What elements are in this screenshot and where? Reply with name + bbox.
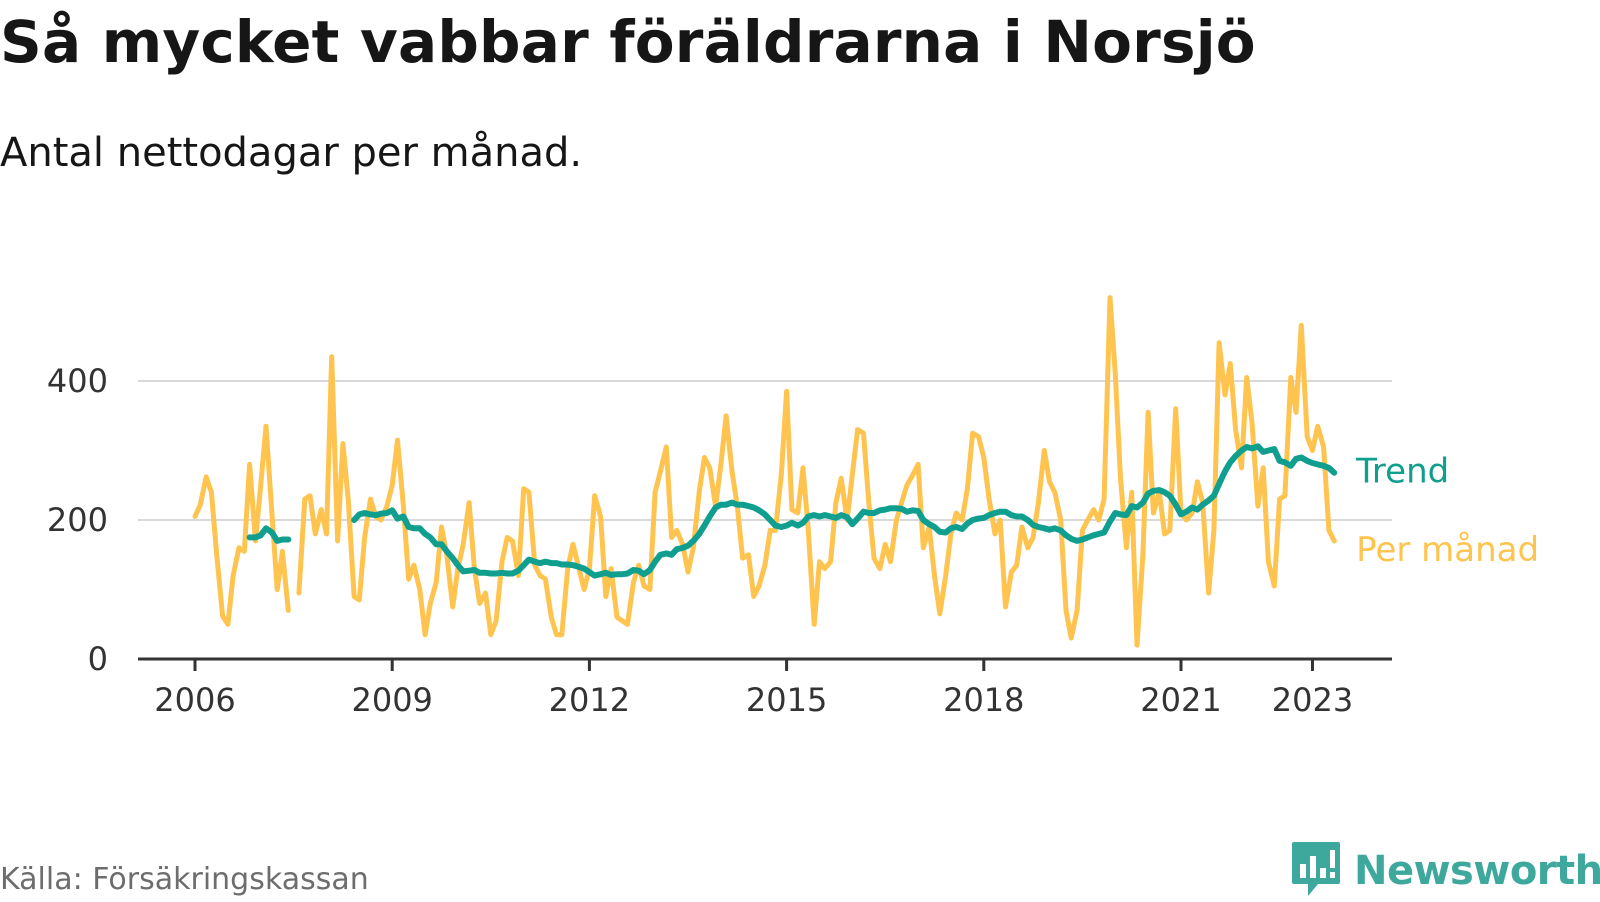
series-line-trend: [246, 443, 1338, 579]
newsworthy-logo-icon: [1290, 840, 1342, 902]
chart-title: Så mycket vabbar föräldrarna i Norsjö: [0, 8, 1256, 76]
x-tick-label: 2009: [351, 681, 432, 719]
brand-logo[interactable]: Newsworthy: [1290, 840, 1600, 902]
series-labels: Per månad Trend: [1355, 452, 1539, 570]
chart-subtitle: Antal nettodagar per månad.: [0, 130, 583, 176]
series-label-trend: Trend: [1355, 452, 1449, 492]
brand-name: Newsworthy: [1354, 848, 1600, 894]
x-axis: 2006 2009 2012 2015 2018 2021 2023: [138, 657, 1392, 719]
y-tick-label: 200: [47, 501, 108, 539]
source-note: Källa: Försäkringskassan: [0, 862, 369, 897]
series-lines: [192, 295, 1338, 648]
x-tick-label: 2023: [1272, 681, 1353, 719]
x-tick-label: 2012: [549, 681, 630, 719]
y-tick-label: 0: [88, 640, 108, 678]
x-tick-label: 2006: [154, 681, 235, 719]
y-tick-label: 400: [47, 362, 108, 400]
x-tick-label: 2015: [746, 681, 827, 719]
x-tick-label: 2018: [943, 681, 1024, 719]
series-label-per-manad: Per månad: [1356, 530, 1539, 570]
x-tick-label: 2021: [1140, 681, 1221, 719]
series-line-per-manad: [192, 295, 1337, 648]
y-axis-labels: 0 200 400: [47, 362, 108, 678]
